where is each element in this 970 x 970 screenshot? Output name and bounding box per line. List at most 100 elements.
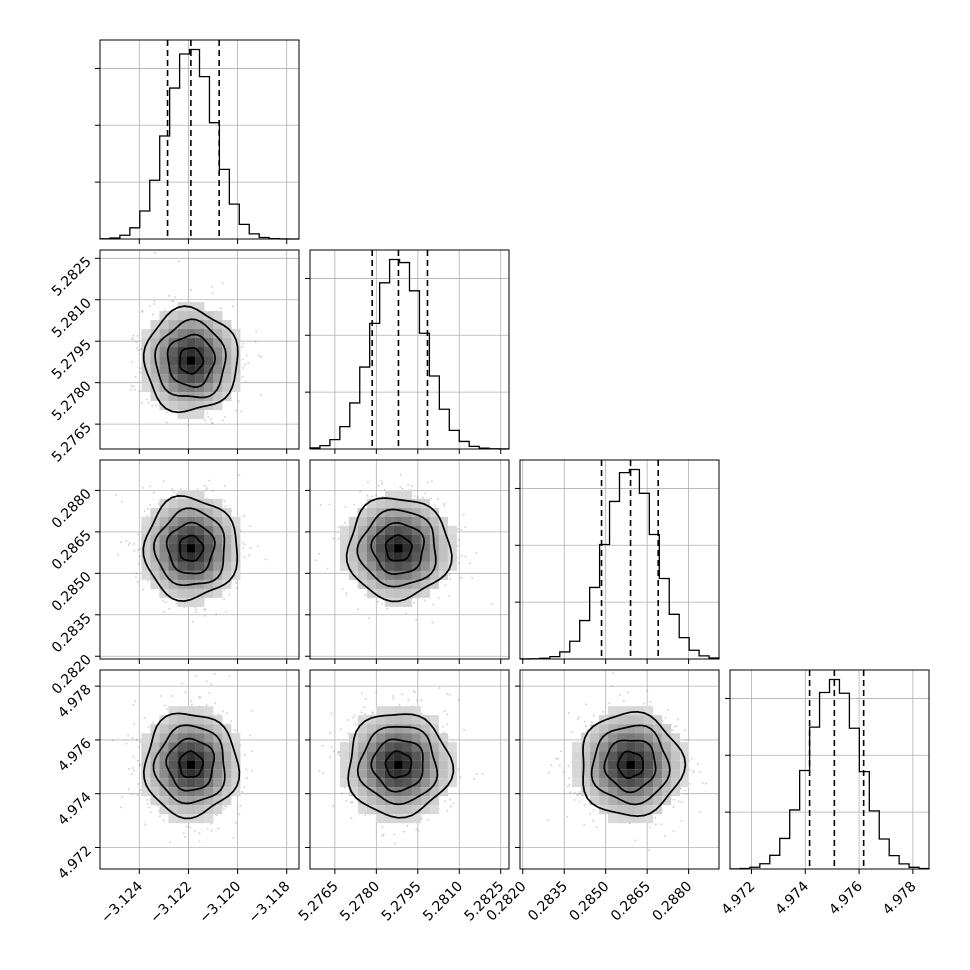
density-cell xyxy=(231,356,241,366)
density-cell xyxy=(150,320,160,330)
density-cell xyxy=(159,311,169,321)
density-cell xyxy=(150,338,160,348)
sample-point xyxy=(235,581,238,584)
sample-point xyxy=(172,300,175,302)
sample-point xyxy=(215,613,218,616)
sample-point xyxy=(457,699,460,702)
density-cell xyxy=(195,320,205,330)
sample-point xyxy=(350,801,352,804)
density-cell xyxy=(177,410,187,420)
sample-point xyxy=(464,526,467,528)
sample-point xyxy=(146,802,149,805)
sample-point xyxy=(254,340,257,343)
sample-point xyxy=(152,721,155,724)
sample-point xyxy=(241,375,244,378)
y-tick-label: 0.2880 xyxy=(49,486,95,532)
sample-point xyxy=(132,703,135,706)
sample-point xyxy=(449,798,451,801)
sample-point xyxy=(198,840,201,843)
sample-point xyxy=(211,422,214,425)
sample-point xyxy=(443,710,446,713)
sample-point xyxy=(139,348,142,351)
sample-point xyxy=(219,307,222,310)
sample-point xyxy=(135,738,138,741)
sample-point xyxy=(125,742,128,745)
sample-point xyxy=(143,717,146,719)
sample-point xyxy=(407,484,410,486)
density-cell xyxy=(177,778,187,788)
sample-point xyxy=(230,720,233,723)
density-cell xyxy=(177,489,187,499)
density-cell xyxy=(186,311,196,321)
density-cell xyxy=(195,561,205,571)
sample-point xyxy=(139,367,142,370)
density-cell xyxy=(177,597,187,607)
density-cell xyxy=(195,356,205,366)
sample-point xyxy=(249,546,252,549)
density-cell xyxy=(186,778,196,788)
sample-point xyxy=(147,725,150,728)
sample-point xyxy=(136,759,139,762)
sample-point xyxy=(459,776,462,779)
sample-point xyxy=(473,778,476,780)
density-cell xyxy=(186,516,196,526)
density-cell xyxy=(168,498,178,508)
sample-point xyxy=(444,584,447,587)
sample-point xyxy=(139,548,142,550)
sample-point xyxy=(143,510,146,512)
sample-point xyxy=(490,602,493,605)
density-cell xyxy=(150,329,160,339)
density-cell xyxy=(429,516,439,526)
sample-point xyxy=(146,515,149,518)
sample-point xyxy=(432,603,435,606)
density-cell xyxy=(393,525,403,535)
y-tick-label: 0.2865 xyxy=(49,527,95,573)
sample-point xyxy=(341,587,344,590)
sample-point xyxy=(187,424,190,427)
density-cell xyxy=(186,733,196,743)
sample-point xyxy=(127,768,130,770)
density-cell xyxy=(159,356,169,366)
sample-point xyxy=(199,696,202,699)
density-cell xyxy=(447,525,457,535)
density-cell xyxy=(204,570,214,580)
sample-point xyxy=(248,554,251,557)
sample-point xyxy=(410,485,413,487)
density-cell xyxy=(195,374,205,384)
density-cell xyxy=(348,552,358,562)
density-cell xyxy=(186,347,196,357)
density-cell xyxy=(204,356,214,366)
sample-point xyxy=(136,581,139,583)
sample-point xyxy=(168,294,170,297)
density-cell xyxy=(168,534,178,544)
sample-point xyxy=(437,596,440,599)
sample-point xyxy=(139,763,141,766)
density-cell xyxy=(213,329,223,339)
density-cell xyxy=(213,588,223,598)
sample-point xyxy=(147,507,149,510)
sample-point xyxy=(210,829,213,832)
sample-point xyxy=(204,614,206,617)
density-cell xyxy=(393,489,403,499)
sample-point xyxy=(460,576,462,579)
density-cell xyxy=(429,552,439,562)
y-tick-label: 5.2780 xyxy=(49,378,95,424)
density-cell xyxy=(141,347,151,357)
sample-point xyxy=(243,543,246,546)
sample-point xyxy=(203,608,206,611)
sample-point xyxy=(157,502,160,505)
sample-point xyxy=(462,513,465,516)
sample-point xyxy=(457,539,460,541)
density-cell xyxy=(393,561,403,571)
sample-point xyxy=(140,402,143,405)
sample-point xyxy=(430,480,433,483)
sample-point xyxy=(205,680,208,683)
sample-point xyxy=(337,537,340,540)
sample-point xyxy=(437,498,439,500)
sample-point xyxy=(382,833,385,836)
sample-point xyxy=(431,621,434,624)
density-cell xyxy=(195,392,205,402)
sample-point xyxy=(223,807,225,810)
sample-point xyxy=(134,576,137,579)
